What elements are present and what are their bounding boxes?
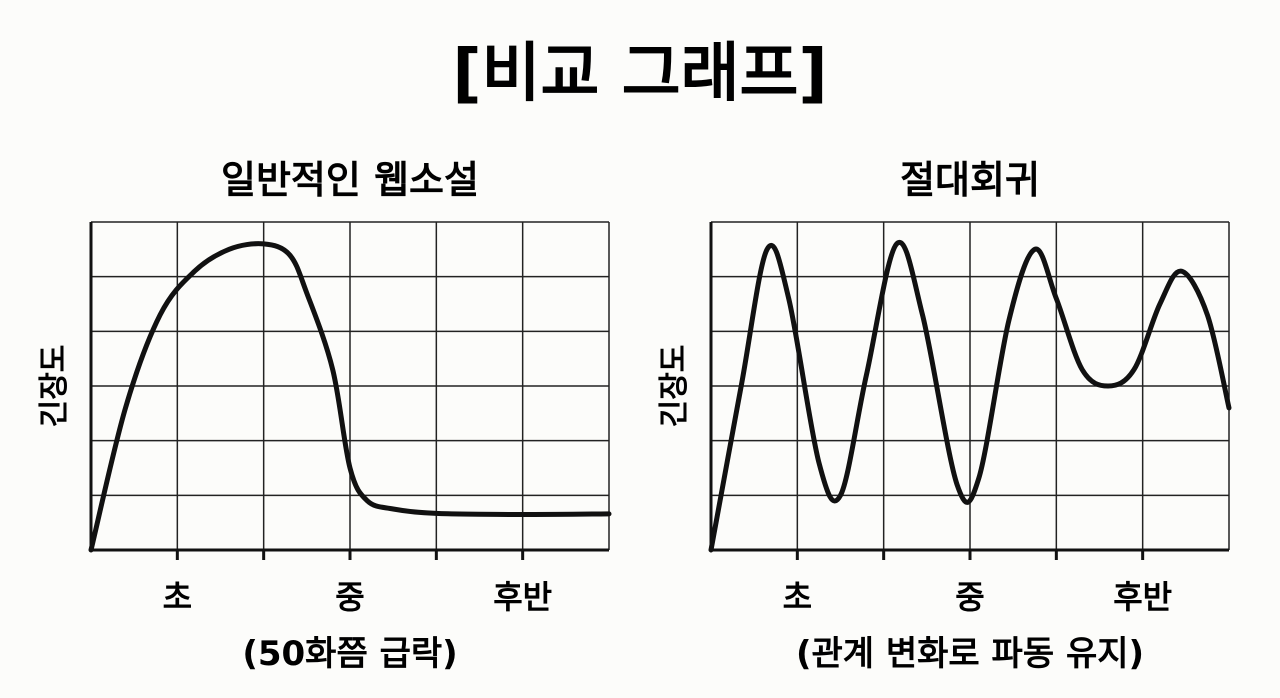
x-tick-label: 중 [955,578,984,616]
chart-grid [91,221,610,550]
x-tick-labels: 초 중 후반 [783,578,1173,616]
x-axis-caption: (50화쯤 급락) [242,634,457,674]
chart-title: 절대회귀 [900,158,1040,202]
x-tick-label: 초 [783,578,812,616]
chart-general-webnovel: 일반적인 웹소설 긴장도 초 중 후반 (50화쯤 급락) [37,158,612,674]
x-tick-label: 후반 [493,578,552,616]
chart-axes [709,222,1229,560]
figure-title: [비교 그래프] [452,37,827,111]
x-tick-label: 후반 [1113,578,1172,616]
chart-axes [89,222,609,560]
x-tick-labels: 초 중 후반 [163,578,553,616]
tension-curve [88,241,612,553]
chart-absolute-regression: 절대회귀 긴장도 초 중 후반 (관계 변화로 파동 유지) [657,158,1232,674]
y-axis-label: 긴장도 [657,345,692,428]
y-axis-label: 긴장도 [37,345,72,428]
chart-title: 일반적인 웹소설 [221,158,479,202]
chart-grid [711,221,1230,550]
tension-curve [708,239,1232,553]
x-axis-caption: (관계 변화로 파동 유지) [796,634,1144,674]
x-tick-label: 초 [163,578,192,616]
x-tick-label: 중 [335,578,364,616]
